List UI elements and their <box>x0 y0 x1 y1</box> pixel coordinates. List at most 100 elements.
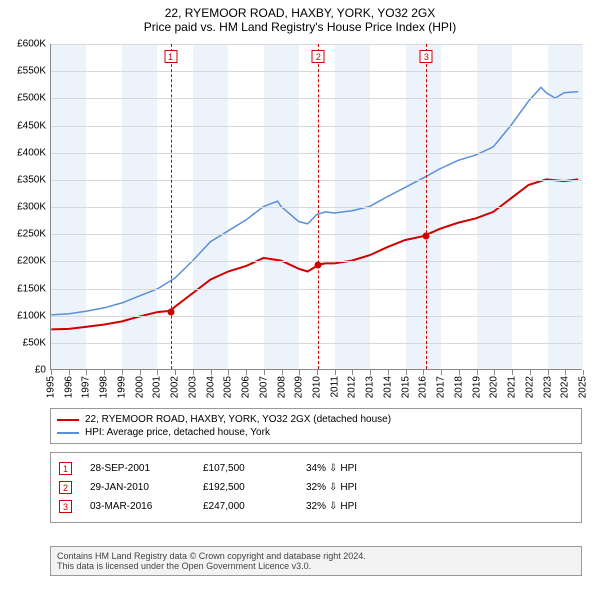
sale-dot <box>315 262 322 269</box>
gridline <box>51 153 582 154</box>
xtick-mark <box>104 370 105 375</box>
legend-row-hpi: HPI: Average price, detached house, York <box>57 426 575 439</box>
xtick-mark <box>246 370 247 375</box>
legend-swatch-property <box>57 419 79 421</box>
sale-marker: 2 <box>312 50 325 63</box>
legend-swatch-hpi <box>57 432 79 434</box>
gridline <box>51 71 582 72</box>
sale-event-line <box>318 44 319 369</box>
chart-container: 22, RYEMOOR ROAD, HAXBY, YORK, YO32 2GX … <box>0 0 600 590</box>
xtick-label: 2017 <box>436 376 447 398</box>
xtick-mark <box>423 370 424 375</box>
xtick-label: 2022 <box>524 376 535 398</box>
xtick-label: 2021 <box>507 376 518 398</box>
sale-date: 03-MAR-2016 <box>90 501 185 512</box>
xtick-mark <box>51 370 52 375</box>
gridline <box>51 234 582 235</box>
chart-plot-area: 1995199619971998199920002001200220032004… <box>50 44 582 370</box>
xtick-label: 2018 <box>453 376 464 398</box>
sale-event-line <box>171 44 172 369</box>
xtick-label: 2023 <box>542 376 553 398</box>
title-subtitle: Price paid vs. HM Land Registry's House … <box>0 20 600 34</box>
title-block: 22, RYEMOOR ROAD, HAXBY, YORK, YO32 2GX … <box>0 0 600 34</box>
xtick-mark <box>335 370 336 375</box>
ytick-label: £0 <box>2 365 46 376</box>
xtick-mark <box>512 370 513 375</box>
legend-label-hpi: HPI: Average price, detached house, York <box>85 427 270 438</box>
ytick-label: £600K <box>2 39 46 50</box>
xtick-label: 2008 <box>276 376 287 398</box>
sale-vs-hpi: 34% ⇩ HPI <box>306 463 357 474</box>
xtick-mark <box>352 370 353 375</box>
ytick-label: £450K <box>2 120 46 131</box>
ytick-label: £250K <box>2 229 46 240</box>
xtick-mark <box>122 370 123 375</box>
sale-date: 29-JAN-2010 <box>90 482 185 493</box>
xtick-label: 2006 <box>241 376 252 398</box>
xtick-label: 2024 <box>560 376 571 398</box>
xtick-label: 2019 <box>471 376 482 398</box>
sale-event-row: 229-JAN-2010£192,50032% ⇩ HPI <box>59 478 573 497</box>
ytick-label: £400K <box>2 147 46 158</box>
xtick-mark <box>370 370 371 375</box>
xtick-label: 1997 <box>81 376 92 398</box>
xtick-mark <box>388 370 389 375</box>
xtick-label: 1996 <box>63 376 74 398</box>
xtick-label: 2005 <box>223 376 234 398</box>
xtick-label: 2011 <box>329 376 340 398</box>
xtick-label: 2020 <box>489 376 500 398</box>
xtick-mark <box>69 370 70 375</box>
footer-line-1: Contains HM Land Registry data © Crown c… <box>57 551 575 561</box>
gridline <box>51 126 582 127</box>
xtick-label: 2003 <box>187 376 198 398</box>
ytick-label: £100K <box>2 310 46 321</box>
xtick-label: 2014 <box>382 376 393 398</box>
sale-dot <box>167 308 174 315</box>
xtick-label: 2000 <box>134 376 145 398</box>
xtick-mark <box>565 370 566 375</box>
xtick-label: 2001 <box>152 376 163 398</box>
xtick-label: 1995 <box>46 376 57 398</box>
ytick-label: £550K <box>2 66 46 77</box>
sale-price: £107,500 <box>203 463 288 474</box>
sale-event-row: 303-MAR-2016£247,00032% ⇩ HPI <box>59 497 573 516</box>
xtick-label: 2007 <box>258 376 269 398</box>
sale-num: 1 <box>59 462 72 475</box>
xtick-label: 2010 <box>312 376 323 398</box>
xtick-label: 2002 <box>170 376 181 398</box>
ytick-label: £200K <box>2 256 46 267</box>
sale-marker: 1 <box>164 50 177 63</box>
ytick-label: £300K <box>2 202 46 213</box>
xtick-mark <box>299 370 300 375</box>
xtick-label: 2013 <box>365 376 376 398</box>
xtick-label: 1998 <box>99 376 110 398</box>
gridline <box>51 98 582 99</box>
gridline <box>51 316 582 317</box>
xtick-mark <box>211 370 212 375</box>
xtick-mark <box>86 370 87 375</box>
xtick-mark <box>317 370 318 375</box>
series-hpi <box>51 87 578 315</box>
sale-num: 3 <box>59 500 72 513</box>
xtick-label: 2016 <box>418 376 429 398</box>
xtick-label: 1999 <box>116 376 127 398</box>
xtick-mark <box>175 370 176 375</box>
xtick-mark <box>157 370 158 375</box>
xtick-mark <box>228 370 229 375</box>
sale-price: £247,000 <box>203 501 288 512</box>
xtick-mark <box>264 370 265 375</box>
xtick-mark <box>459 370 460 375</box>
xtick-mark <box>193 370 194 375</box>
xtick-mark <box>583 370 584 375</box>
series-property <box>51 179 578 329</box>
sale-price: £192,500 <box>203 482 288 493</box>
ytick-label: £50K <box>2 337 46 348</box>
title-address: 22, RYEMOOR ROAD, HAXBY, YORK, YO32 2GX <box>0 6 600 20</box>
legend-label-property: 22, RYEMOOR ROAD, HAXBY, YORK, YO32 2GX … <box>85 414 391 425</box>
xtick-label: 2012 <box>347 376 358 398</box>
xtick-label: 2004 <box>205 376 216 398</box>
gridline <box>51 44 582 45</box>
sale-marker: 3 <box>420 50 433 63</box>
xtick-mark <box>406 370 407 375</box>
xtick-label: 2015 <box>400 376 411 398</box>
